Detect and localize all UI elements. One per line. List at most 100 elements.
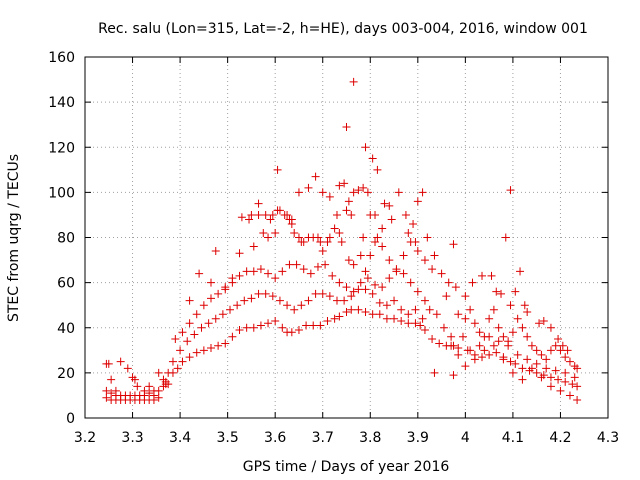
data-point <box>492 287 501 296</box>
data-point <box>558 341 567 350</box>
data-point <box>513 314 522 323</box>
data-point <box>290 228 299 237</box>
data-point <box>261 210 270 219</box>
data-point <box>368 154 377 163</box>
data-point <box>454 350 463 359</box>
data-point <box>190 330 199 339</box>
data-point <box>290 305 299 314</box>
data-point <box>102 386 111 395</box>
data-point <box>302 321 311 330</box>
data-point <box>347 305 356 314</box>
plot-frame <box>84 56 609 419</box>
data-point <box>399 269 408 278</box>
data-point <box>551 341 560 350</box>
data-point <box>485 332 494 341</box>
data-point <box>466 346 475 355</box>
data-point <box>316 321 325 330</box>
data-point <box>266 215 275 224</box>
y-tick-label: 100 <box>48 185 75 201</box>
data-point <box>359 233 368 242</box>
data-point <box>278 323 287 332</box>
data-point <box>154 393 163 402</box>
data-point <box>268 210 277 219</box>
data-point <box>261 289 270 298</box>
data-point <box>342 283 351 292</box>
data-point <box>361 143 370 152</box>
data-point <box>335 228 344 237</box>
data-point <box>344 197 353 206</box>
data-point <box>173 364 182 373</box>
data-point <box>313 233 322 242</box>
data-point <box>335 278 344 287</box>
data-point <box>494 337 503 346</box>
data-point <box>409 219 418 228</box>
data-point <box>354 186 363 195</box>
data-point <box>468 278 477 287</box>
data-point <box>478 271 487 280</box>
data-point <box>245 215 254 224</box>
data-point <box>561 377 570 386</box>
data-point <box>508 368 517 377</box>
data-point <box>283 210 292 219</box>
data-point <box>404 310 413 319</box>
data-point <box>418 314 427 323</box>
data-point <box>344 256 353 265</box>
data-point <box>420 256 429 265</box>
data-point <box>278 267 287 276</box>
data-point <box>451 283 460 292</box>
data-point <box>387 215 396 224</box>
data-point <box>102 393 111 402</box>
data-point <box>390 314 399 323</box>
x-tick-label: 4.3 <box>597 430 619 446</box>
data-point <box>199 301 208 310</box>
data-point <box>221 283 230 292</box>
data-point <box>283 301 292 310</box>
chart-title: Rec. salu (Lon=315, Lat=-2, h=HE), days … <box>98 21 588 37</box>
data-point <box>206 278 215 287</box>
data-point <box>294 326 303 335</box>
data-point <box>570 373 579 382</box>
data-point <box>494 323 503 332</box>
data-point <box>480 346 489 355</box>
data-point <box>249 242 258 251</box>
data-point <box>520 301 529 310</box>
data-point <box>226 305 235 314</box>
data-point <box>499 355 508 364</box>
data-point <box>178 357 187 366</box>
data-point <box>145 389 154 398</box>
data-point <box>532 359 541 368</box>
data-point <box>561 353 570 362</box>
data-point <box>461 292 470 301</box>
data-point <box>178 328 187 337</box>
data-point <box>323 238 332 247</box>
x-tick-label: 3.2 <box>74 430 96 446</box>
data-point <box>214 341 223 350</box>
data-point <box>385 256 394 265</box>
x-tick-label: 3.7 <box>312 430 334 446</box>
data-point <box>539 316 548 325</box>
data-point <box>107 375 116 384</box>
data-point <box>506 186 515 195</box>
data-point <box>342 122 351 131</box>
data-point <box>461 362 470 371</box>
data-point <box>254 210 263 219</box>
data-point <box>563 346 572 355</box>
data-point <box>527 364 536 373</box>
data-point <box>435 339 444 348</box>
data-point <box>546 346 555 355</box>
data-point <box>123 364 132 373</box>
data-point <box>504 341 513 350</box>
data-point <box>449 371 458 380</box>
data-point <box>458 332 467 341</box>
data-point <box>535 319 544 328</box>
data-point <box>254 199 263 208</box>
data-point <box>304 183 313 192</box>
data-point <box>487 271 496 280</box>
data-point <box>349 287 358 296</box>
data-point <box>354 285 363 294</box>
data-point <box>380 199 389 208</box>
data-point <box>385 201 394 210</box>
data-point <box>466 305 475 314</box>
y-tick-label: 20 <box>57 366 75 382</box>
x-axis-ticks: 3.2 3.3 3.4 3.5 3.6 3.7 3.8 3.9 4 4.1 4.2 4.3 <box>74 57 619 446</box>
